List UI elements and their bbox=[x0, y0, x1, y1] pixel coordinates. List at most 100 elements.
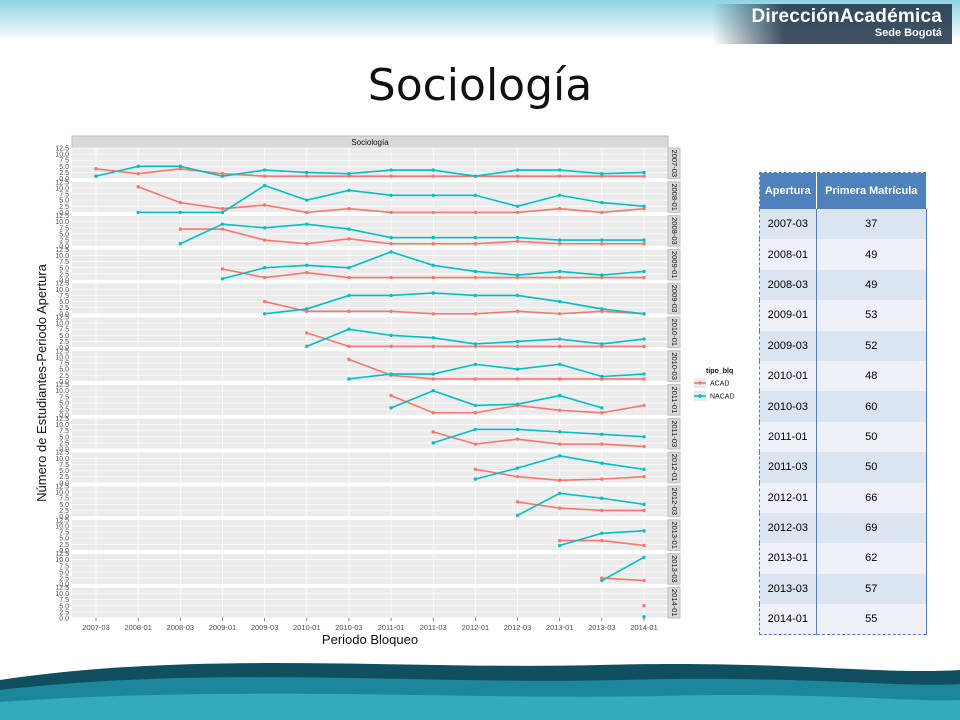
y-tick-label: 12.5 bbox=[55, 450, 69, 457]
x-tick-label: 2008-01 bbox=[124, 623, 152, 632]
y-tick-label: 0.0 bbox=[59, 582, 69, 589]
apertura-cell: 2011-01 bbox=[759, 421, 817, 453]
y-tick-label: 2.5 bbox=[59, 373, 69, 380]
data-point-acad bbox=[473, 344, 478, 349]
data-point-nacad bbox=[515, 466, 520, 470]
data-point-acad bbox=[557, 174, 562, 178]
brand-subtitle: Sede Bogotá bbox=[874, 27, 942, 39]
data-point-acad bbox=[557, 242, 562, 246]
data-point-acad bbox=[473, 467, 478, 472]
data-point-nacad bbox=[600, 238, 604, 242]
primera-matricula-cell: 49 bbox=[816, 269, 928, 301]
y-tick-label: 5.0 bbox=[59, 299, 69, 306]
panel-strip bbox=[667, 485, 681, 518]
y-tick-label: 10.0 bbox=[55, 490, 69, 497]
data-point-acad bbox=[347, 275, 351, 280]
apertura-cell: 2010-01 bbox=[759, 360, 817, 392]
data-point-nacad bbox=[600, 531, 604, 535]
data-point-nacad bbox=[557, 362, 562, 366]
y-tick-label: 5.0 bbox=[59, 400, 69, 407]
data-point-nacad bbox=[347, 172, 351, 176]
table-row: 2009-01 53 bbox=[759, 300, 928, 331]
data-point-acad bbox=[220, 227, 225, 231]
data-point-acad bbox=[389, 275, 393, 280]
x-tick-label: 2010-03 bbox=[335, 623, 363, 632]
y-tick-label: 10.0 bbox=[55, 321, 69, 328]
y-tick-label: 7.5 bbox=[59, 597, 69, 604]
column-header-primera-matricula: Primera Matrícula bbox=[816, 172, 928, 209]
panel-label: 2011-01 bbox=[670, 386, 679, 413]
brand-logo: DirecciónAcadémica Sede Bogotá bbox=[712, 4, 952, 44]
data-point-nacad bbox=[642, 502, 646, 507]
y-tick-label: 2.5 bbox=[59, 508, 69, 515]
data-point-acad bbox=[389, 393, 393, 398]
y-tick-label: 12.5 bbox=[55, 416, 69, 423]
panel-strip bbox=[667, 451, 681, 484]
data-point-nacad bbox=[347, 266, 351, 270]
data-point-nacad bbox=[642, 435, 646, 439]
data-point-nacad bbox=[431, 336, 435, 340]
data-point-acad bbox=[262, 275, 267, 280]
x-tick-label: 2012-01 bbox=[462, 623, 490, 632]
data-point-nacad bbox=[347, 293, 351, 298]
data-point-nacad bbox=[515, 367, 520, 371]
data-point-nacad bbox=[389, 333, 393, 338]
y-tick-label: 10.0 bbox=[55, 591, 69, 598]
primera-matricula-cell: 48 bbox=[816, 360, 928, 392]
panel-label: 2012-03 bbox=[670, 488, 679, 516]
x-tick-label: 2013-03 bbox=[588, 623, 616, 632]
y-tick-label: 5.0 bbox=[59, 502, 69, 509]
table-row: 2009-03 52 bbox=[759, 330, 928, 361]
data-point-acad bbox=[515, 210, 520, 215]
data-point-acad bbox=[557, 408, 562, 413]
series-line-acad bbox=[348, 358, 644, 380]
chart-legend: tipo_blq ACAD NACAD bbox=[694, 368, 735, 401]
data-point-nacad bbox=[178, 164, 183, 169]
y-tick-label: 10.0 bbox=[55, 388, 69, 395]
data-point-acad bbox=[220, 267, 225, 271]
data-point-acad bbox=[431, 312, 435, 316]
y-tick-label: 12.5 bbox=[55, 484, 69, 491]
panel-strip bbox=[667, 316, 681, 349]
y-tick-label: 10.0 bbox=[55, 287, 69, 294]
data-point-acad bbox=[262, 299, 267, 304]
legend-key-point bbox=[698, 381, 702, 385]
y-tick-label: 12.5 bbox=[55, 585, 69, 592]
panel-strip bbox=[667, 417, 681, 450]
table-row: 2012-03 69 bbox=[759, 512, 928, 544]
series-line-nacad bbox=[601, 556, 645, 582]
data-point-nacad bbox=[642, 555, 646, 559]
y-tick-label: 0.0 bbox=[59, 379, 69, 386]
data-point-nacad bbox=[600, 273, 604, 277]
data-point-nacad bbox=[347, 327, 351, 331]
data-point-acad bbox=[557, 377, 562, 381]
data-point-nacad bbox=[557, 168, 562, 172]
primera-matricula-cell: 55 bbox=[816, 604, 928, 635]
y-tick-label: 10.0 bbox=[55, 422, 69, 429]
data-point-nacad bbox=[600, 200, 604, 205]
data-point-nacad bbox=[600, 342, 604, 346]
data-point-nacad bbox=[431, 389, 435, 393]
data-point-acad bbox=[305, 309, 309, 314]
data-point-acad bbox=[600, 344, 604, 349]
series-line-nacad bbox=[348, 363, 645, 380]
panel-strip bbox=[667, 181, 681, 213]
y-tick-label: 0.0 bbox=[59, 514, 69, 521]
data-point-acad bbox=[642, 444, 646, 449]
facet-title: Sociología bbox=[351, 138, 389, 147]
y-tick-label: 7.5 bbox=[59, 225, 69, 232]
data-point-nacad bbox=[178, 242, 183, 246]
data-point-nacad bbox=[389, 372, 393, 376]
data-point-acad bbox=[600, 309, 604, 314]
data-point-nacad bbox=[515, 293, 520, 298]
y-tick-label: 5.0 bbox=[59, 569, 69, 576]
y-tick-label: 7.5 bbox=[59, 259, 69, 266]
data-point-acad bbox=[178, 167, 183, 171]
data-point-acad bbox=[600, 242, 604, 246]
y-tick-label: 7.5 bbox=[59, 327, 69, 334]
slide-title: Sociología bbox=[367, 60, 593, 111]
y-tick-label: 7.5 bbox=[59, 394, 69, 401]
data-point-acad bbox=[473, 377, 478, 381]
data-point-acad bbox=[600, 377, 604, 381]
data-point-acad bbox=[473, 242, 478, 246]
